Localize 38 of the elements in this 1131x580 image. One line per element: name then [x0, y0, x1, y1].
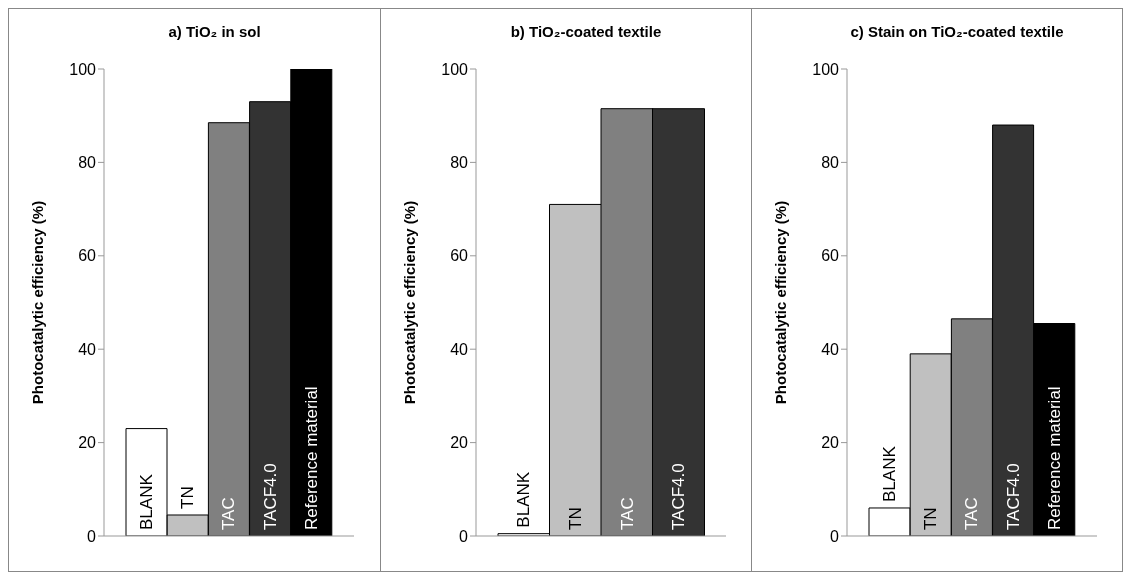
y-tick-label: 20 [78, 434, 97, 452]
y-axis-title: Photocatalytic efficiency (%) [772, 200, 790, 405]
y-tick-label: 0 [459, 527, 469, 545]
x-tick-label: TAC [219, 497, 239, 530]
y-tick-label: 80 [78, 154, 97, 172]
x-tick-label: BLANK [880, 445, 899, 502]
y-tick-label: 20 [821, 434, 840, 452]
y-tick-label: 100 [441, 60, 469, 78]
x-tick-label: Reference material [1044, 386, 1064, 530]
y-tick-label: 100 [812, 60, 840, 78]
y-tick-label: 60 [450, 247, 469, 265]
y-tick-label: 80 [821, 154, 840, 172]
x-tick-label: Reference material [301, 386, 321, 530]
y-tick-label: 0 [830, 527, 840, 545]
y-tick-label: 60 [78, 247, 97, 265]
x-tick-label: TACF4.0 [669, 463, 688, 530]
x-tick-label: BLANK [514, 471, 534, 528]
x-tick-label: TN [178, 486, 198, 509]
y-tick-label: 0 [87, 527, 97, 545]
y-tick-label: 60 [821, 247, 840, 265]
y-axis-title: Photocatalytic efficiency (%) [401, 200, 419, 405]
x-tick-label: TAC [962, 497, 982, 530]
x-tick-label: TAC [617, 497, 637, 530]
y-axis-title: Photocatalytic efficiency (%) [29, 200, 47, 405]
y-tick-label: 100 [69, 60, 97, 78]
chart-title: a) TiO₂ in sol [167, 22, 262, 42]
x-tick-label: TACF4.0 [1003, 463, 1023, 530]
x-tick-label: TACF4.0 [260, 463, 280, 530]
x-tick-label: TN [921, 507, 941, 530]
chart-title: b) TiO₂-coated textile [509, 22, 663, 42]
y-tick-label: 40 [821, 340, 840, 358]
y-tick-label: 80 [450, 154, 469, 172]
chart-title: c) Stain on TiO₂-coated textile [849, 22, 1065, 42]
y-tick-label: 40 [450, 340, 469, 358]
x-tick-label: TN [566, 507, 585, 530]
y-tick-label: 40 [78, 340, 97, 358]
x-tick-label: BLANK [137, 473, 156, 530]
y-tick-label: 20 [450, 434, 469, 452]
